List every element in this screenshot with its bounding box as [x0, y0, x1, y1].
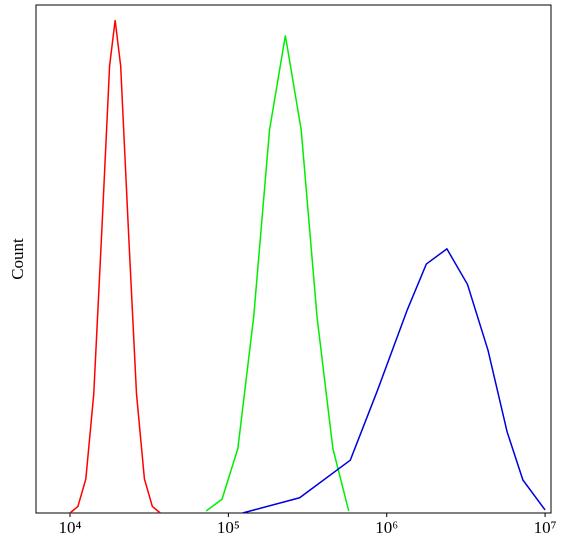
- x-tick-label: 10⁴: [59, 518, 82, 537]
- plot-frame: [35, 4, 552, 514]
- histogram-line: [242, 247, 546, 514]
- y-axis-label: Count: [8, 238, 27, 280]
- x-tick-label: 10⁶: [375, 518, 398, 537]
- x-tick-label: 10⁷: [534, 518, 557, 537]
- x-tick-label: 10⁵: [217, 518, 240, 537]
- histogram-line: [205, 35, 350, 512]
- histogram-line: [69, 20, 161, 514]
